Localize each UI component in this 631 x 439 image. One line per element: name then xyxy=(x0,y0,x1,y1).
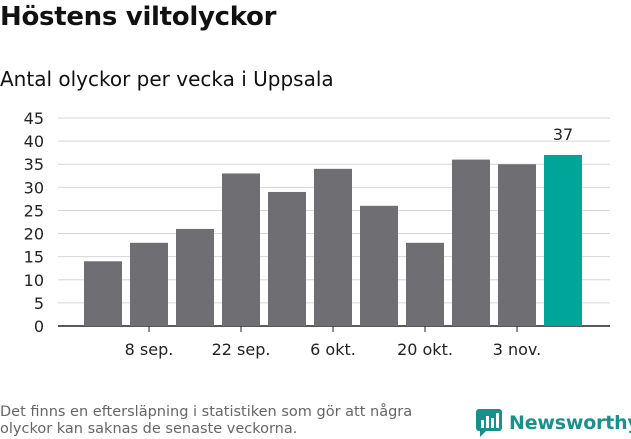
brand-name: Newsworthy xyxy=(509,412,631,434)
y-tick-label: 10 xyxy=(24,271,44,290)
chart-subtitle: Antal olyckor per vecka i Uppsala xyxy=(0,67,334,91)
bars xyxy=(84,154,582,326)
y-tick-label: 25 xyxy=(24,201,44,220)
data-label: 37 xyxy=(553,125,573,144)
bar xyxy=(360,205,398,326)
bar xyxy=(130,242,168,326)
x-tick-label: 3 nov. xyxy=(493,340,542,359)
y-tick-label: 40 xyxy=(24,132,44,151)
y-tick-label: 15 xyxy=(24,248,44,267)
y-tick-label: 5 xyxy=(34,294,44,313)
x-tick-label: 6 okt. xyxy=(310,340,356,359)
bar-chart: 0 5 10 15 20 25 30 35 40 45 8 sep. 22 sep. 6 okt. 20 … xyxy=(24,109,610,359)
x-tick-label: 20 okt. xyxy=(397,340,453,359)
y-tick-label: 45 xyxy=(24,109,44,128)
bar-highlight xyxy=(544,154,582,326)
bar xyxy=(176,228,214,326)
bar xyxy=(84,261,122,326)
footnote: Det finns en eftersläpning i statistiken… xyxy=(0,404,413,437)
bar xyxy=(222,173,260,326)
x-tick-label: 22 sep. xyxy=(212,340,271,359)
bar xyxy=(498,164,536,326)
bar xyxy=(406,242,444,326)
newsworthy-chart-logo-icon xyxy=(476,409,502,437)
y-tick-label: 0 xyxy=(34,317,44,336)
y-tick-label: 20 xyxy=(24,225,44,244)
bar xyxy=(268,191,306,326)
bar xyxy=(314,168,352,326)
brand-logo: Newsworthy xyxy=(476,408,631,438)
x-tick-label: 8 sep. xyxy=(125,340,174,359)
labels: 0 5 10 15 20 25 30 35 40 45 8 sep. 22 sep. 6 okt. 20 … xyxy=(24,109,574,359)
y-tick-label: 30 xyxy=(24,178,44,197)
bar xyxy=(452,159,490,326)
chart-title: Höstens viltolyckor xyxy=(0,2,277,32)
y-tick-label: 35 xyxy=(24,155,44,174)
